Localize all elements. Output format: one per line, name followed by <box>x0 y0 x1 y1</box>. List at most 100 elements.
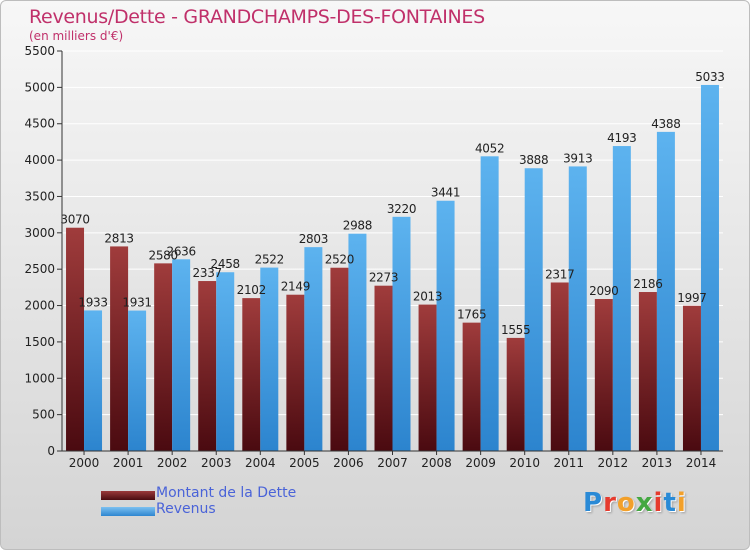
bar-dette <box>154 263 173 451</box>
data-label-dette: 2520 <box>325 253 354 267</box>
bar-revenus <box>304 247 323 451</box>
proxiti-logo: Proxiti <box>583 488 687 518</box>
x-tick-label: 2002 <box>157 456 188 470</box>
data-label-revenus: 3441 <box>431 186 460 200</box>
logo-letter: o <box>616 488 636 518</box>
y-tick-label: 1000 <box>24 371 55 385</box>
bar-dette <box>242 298 261 451</box>
data-label-dette: 2317 <box>545 267 574 281</box>
data-label-revenus: 2803 <box>299 232 328 246</box>
x-tick-label: 2012 <box>598 456 629 470</box>
data-label-dette: 1997 <box>677 291 706 305</box>
data-label-revenus: 3913 <box>563 151 592 165</box>
bar-revenus <box>700 84 719 452</box>
bar-revenus <box>436 200 455 451</box>
data-label-revenus: 1933 <box>78 295 107 309</box>
x-tick-label: 2000 <box>69 456 100 470</box>
legend-label-revenus: Revenus <box>156 501 216 517</box>
bar-dette <box>330 267 349 451</box>
data-label-dette: 2013 <box>413 290 442 304</box>
bar-revenus <box>568 166 587 451</box>
x-tick-label: 2005 <box>289 456 320 470</box>
logo-letter: x <box>635 488 654 518</box>
logo-letter: i <box>653 488 664 518</box>
logo-letter: P <box>583 488 604 518</box>
x-tick-label: 2004 <box>245 456 276 470</box>
bar-revenus <box>84 310 103 451</box>
chart-title: Revenus/Dette - GRANDCHAMPS-DES-FONTAINE… <box>29 6 485 28</box>
logo-letter: i <box>676 488 687 518</box>
bar-dette <box>286 294 305 451</box>
chart-subtitle: (en milliers d'€) <box>29 29 124 43</box>
data-label-revenus: 4388 <box>651 117 680 131</box>
y-tick-label: 5000 <box>24 80 55 94</box>
data-label-dette: 2090 <box>589 284 618 298</box>
x-tick-label: 2013 <box>642 456 673 470</box>
x-tick-label: 2011 <box>553 456 584 470</box>
legend-swatch-dette <box>101 491 155 500</box>
bar-revenus <box>172 259 191 451</box>
bar-revenus <box>612 146 631 451</box>
bar-dette <box>66 227 85 451</box>
x-tick-label: 2008 <box>421 456 452 470</box>
x-tick-label: 2014 <box>686 456 717 470</box>
data-label-dette: 2580 <box>148 248 177 262</box>
bar-revenus <box>216 272 235 451</box>
data-label-dette: 1765 <box>457 308 486 322</box>
data-label-revenus: 4193 <box>607 131 636 145</box>
x-tick-label: 2003 <box>201 456 232 470</box>
data-label-dette: 3070 <box>60 213 89 227</box>
data-label-revenus: 2522 <box>255 253 284 267</box>
data-label-revenus: 3888 <box>519 153 548 167</box>
bar-dette <box>374 285 393 451</box>
legend-label-dette: Montant de la Dette <box>156 485 297 501</box>
x-tick-label: 2010 <box>509 456 540 470</box>
bar-dette <box>594 299 613 451</box>
bar-revenus <box>392 216 411 451</box>
data-label-dette: 2149 <box>281 280 310 294</box>
logo-letter: t <box>663 488 677 518</box>
y-tick-label: 1500 <box>24 335 55 349</box>
y-tick-label: 0 <box>47 444 55 458</box>
data-label-revenus: 2458 <box>211 257 240 271</box>
data-label-revenus: 2636 <box>166 244 195 258</box>
legend-swatch-revenus <box>101 507 155 516</box>
bar-revenus <box>128 310 147 451</box>
data-label-dette: 2102 <box>237 283 266 297</box>
x-tick-label: 2001 <box>113 456 144 470</box>
bar-dette <box>418 304 437 451</box>
data-label-revenus: 1931 <box>122 296 151 310</box>
bar-revenus <box>524 168 543 451</box>
bar-dette <box>638 292 657 451</box>
y-tick-label: 4000 <box>24 153 55 167</box>
y-tick-label: 3000 <box>24 226 55 240</box>
y-tick-label: 2500 <box>24 262 55 276</box>
logo-letter: r <box>603 488 617 518</box>
y-tick-label: 5500 <box>24 44 55 58</box>
data-label-dette: 2186 <box>633 277 662 291</box>
y-tick-label: 500 <box>32 408 55 422</box>
bar-dette <box>198 281 217 451</box>
bar-revenus <box>260 267 279 451</box>
bar-dette <box>682 305 701 451</box>
bar-revenus <box>348 233 367 451</box>
bar-dette <box>550 282 569 451</box>
data-label-dette: 2273 <box>369 271 398 285</box>
x-tick-label: 2007 <box>377 456 408 470</box>
y-tick-label: 3500 <box>24 189 55 203</box>
data-label-dette: 1555 <box>501 323 530 337</box>
bar-dette <box>462 322 481 451</box>
data-label-revenus: 4052 <box>475 141 504 155</box>
x-tick-label: 2009 <box>465 456 496 470</box>
x-tick-label: 2006 <box>333 456 364 470</box>
y-tick-label: 4500 <box>24 117 55 131</box>
bar-dette <box>110 246 129 451</box>
data-label-dette: 2813 <box>104 231 133 245</box>
data-label-revenus: 2988 <box>343 219 372 233</box>
data-label-revenus: 5033 <box>695 70 724 84</box>
data-label-revenus: 3220 <box>387 202 416 216</box>
data-label-dette: 2337 <box>193 266 222 280</box>
y-tick-label: 2000 <box>24 299 55 313</box>
